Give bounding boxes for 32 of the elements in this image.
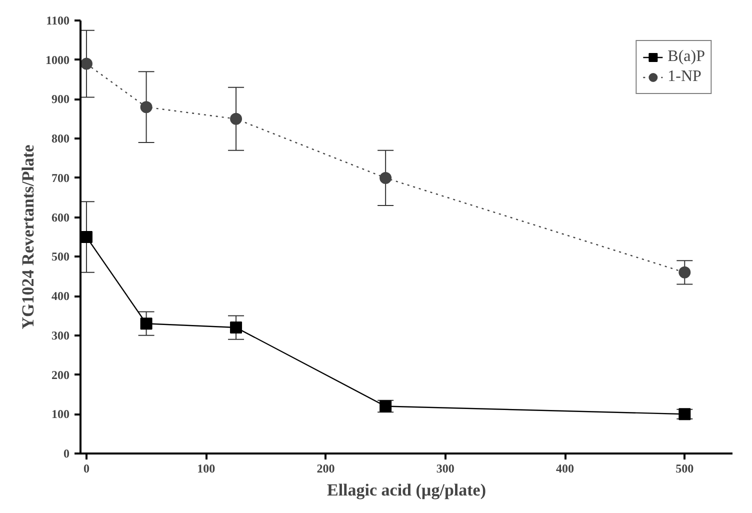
y-tick-label: 500 [52, 250, 70, 264]
y-tick-label: 1100 [46, 14, 70, 28]
y-axis-title: YG1024 Revertants/Plate [18, 144, 38, 330]
x-tick-label: 0 [83, 462, 90, 476]
point [230, 112, 242, 125]
x-tick-label: 300 [436, 462, 454, 476]
y-tick-label: 0 [64, 446, 70, 460]
y-tick-label: 100 [52, 407, 70, 422]
x-tick-label: 500 [676, 462, 694, 476]
legend-label: B(a)P [668, 48, 705, 66]
y-tick-label: 1000 [46, 52, 70, 67]
point [80, 58, 92, 70]
point [140, 318, 152, 330]
x-tick-label: 200 [316, 462, 335, 476]
point [380, 172, 392, 184]
point [678, 408, 691, 420]
point [140, 101, 152, 114]
y-tick-label: 800 [52, 132, 70, 146]
x-axis-title: Ellagic acid (µg/plate) [327, 480, 486, 500]
point [380, 400, 392, 412]
y-tick-label: 200 [52, 368, 70, 382]
y-tick-label: 400 [52, 289, 70, 304]
point [678, 266, 691, 278]
point [230, 322, 242, 334]
x-tick-label: 100 [197, 462, 216, 476]
y-tick-label: 600 [52, 210, 70, 224]
y-tick-label: 700 [52, 170, 70, 185]
legend-label: 1-NP [668, 68, 702, 86]
y-tick-label: 900 [52, 92, 70, 106]
point [80, 231, 92, 243]
y-tick-label: 300 [52, 328, 70, 342]
x-tick-label: 400 [556, 462, 574, 476]
